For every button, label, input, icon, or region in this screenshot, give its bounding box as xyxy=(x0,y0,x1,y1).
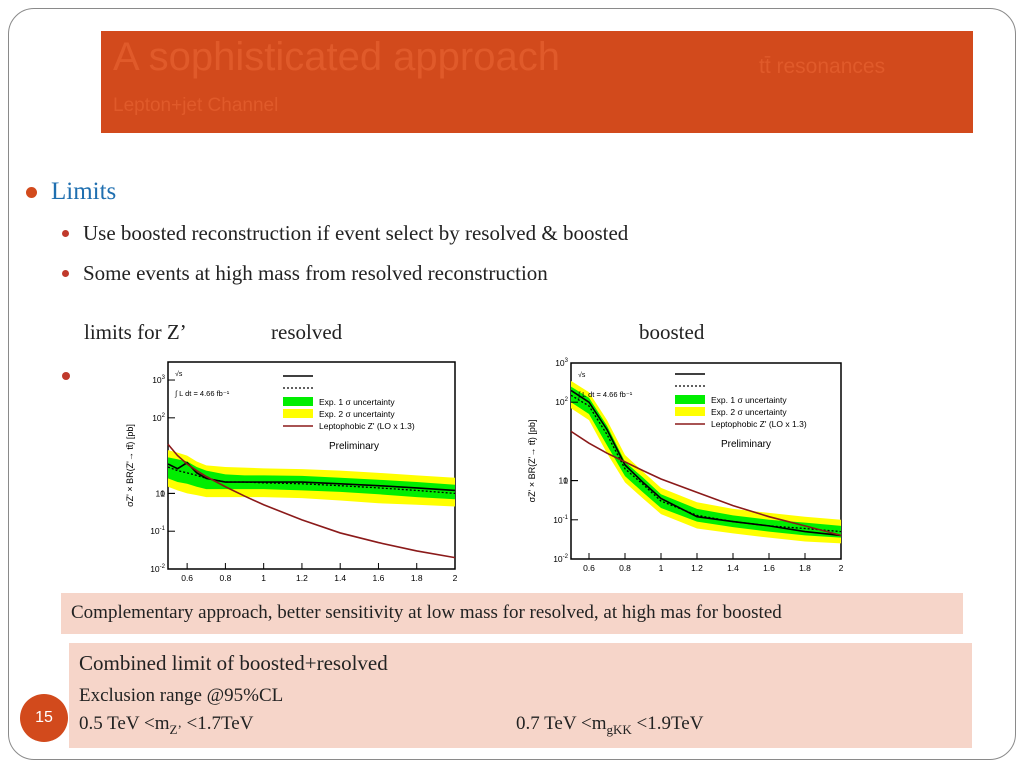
x-tick-label: 0.8 xyxy=(619,563,631,573)
x-tick-label: 1 xyxy=(261,573,266,583)
zprime-range-pre: 0.5 TeV <m xyxy=(79,713,170,734)
legend-swatch xyxy=(283,397,313,406)
title-bar: A sophisticated approach tt̄ resonances … xyxy=(101,31,973,133)
x-tick-label: 1.8 xyxy=(799,563,811,573)
legend-swatch xyxy=(675,395,705,404)
y-axis-label: σZ' × BR(Z'→ tt̄) [pb] xyxy=(125,424,135,507)
boosted-limit-plot: 0.6 0.8 1 1.2 1.4 1.6 1.8 2 10-2 10-1 1 10 102 103 σZ'… xyxy=(525,357,845,582)
y-axis-label: σZ' × BR(Z'→ tt̄) [pb] xyxy=(527,420,537,503)
y-tick-label: 102 xyxy=(555,397,568,407)
slide-title: A sophisticated approach xyxy=(113,35,560,79)
bullet-text: Some events at high mass from resolved r… xyxy=(83,261,548,285)
complementary-text: Complementary approach, better sensitivi… xyxy=(71,602,782,623)
zprime-range-post: <1.7TeV xyxy=(181,713,254,734)
y-tick-label: 103 xyxy=(555,358,568,368)
bullet-dot-icon xyxy=(62,230,69,237)
bullet-dot-icon xyxy=(26,186,37,198)
gkk-range-pre: 0.7 TeV <m xyxy=(516,713,607,734)
boosted-limit-svg: 0.6 0.8 1 1.2 1.4 1.6 1.8 210-210-1110102103σZ'… xyxy=(527,358,844,573)
x-tick-label: 2 xyxy=(453,573,458,583)
resolved-limit-svg: 0.6 0.8 1 1.2 1.4 1.6 1.8 210-210-1110102103σZ'… xyxy=(125,361,458,583)
complementary-box: Complementary approach, better sensitivi… xyxy=(61,593,963,634)
gkk-range: 0.7 TeV <mgKK <1.9TeV xyxy=(516,713,703,738)
preliminary-label: Preliminary xyxy=(721,439,771,450)
sqrt-s-annotation: √s xyxy=(175,370,183,378)
y-tick-label: 102 xyxy=(152,413,165,423)
exclusion-range-label: Exclusion range @95%CL xyxy=(79,685,284,706)
bullet-limits-text: Limits xyxy=(51,178,117,205)
luminosity-annotation: ∫ L dt = 4.66 fb⁻¹ xyxy=(174,389,230,398)
x-tick-label: 1.2 xyxy=(296,573,308,583)
legend-swatch xyxy=(675,407,705,416)
y-tick-label: 10-2 xyxy=(553,554,568,564)
bullet-resolved: Some events at high mass from resolved r… xyxy=(62,261,548,286)
x-tick-label: 1 xyxy=(659,563,664,573)
x-tick-label: 0.6 xyxy=(583,563,595,573)
boosted-label: boosted xyxy=(639,320,705,344)
legend-entry: Leptophobic Z' (LO x 1.3) xyxy=(711,419,807,429)
x-tick-label: 1.2 xyxy=(691,563,703,573)
x-tick-label: 1.6 xyxy=(763,563,775,573)
y-tick-label: 1 xyxy=(563,476,568,486)
observed-limit-line xyxy=(570,389,842,537)
gkk-range-sub: gKK xyxy=(606,721,632,737)
limits-label: limits for Z’ xyxy=(84,320,187,344)
sqrt-s-annotation: √s xyxy=(578,371,586,379)
leptophobic-zprime-line xyxy=(167,443,456,559)
x-tick-label: 1.6 xyxy=(373,573,385,583)
bullet-dot-icon xyxy=(62,270,69,277)
x-tick-label: 0.8 xyxy=(219,573,231,583)
y-tick-label: 10 xyxy=(559,476,569,486)
zprime-range-sub: Z’ xyxy=(169,721,182,737)
x-tick-label: 0.6 xyxy=(181,573,193,583)
bullet-dot-icon xyxy=(62,372,70,380)
plot-frame xyxy=(167,361,456,570)
y-tick-label: 10-2 xyxy=(150,564,165,574)
slide-subtitle: Lepton+jet Channel xyxy=(113,95,279,116)
legend-entry: Exp. 2 σ uncertainty xyxy=(711,407,787,417)
x-tick-label: 1.4 xyxy=(727,563,739,573)
slide-title-right: tt̄ resonances xyxy=(759,55,886,78)
bullet-limits: Limits xyxy=(26,178,116,206)
resolved-label: resolved xyxy=(271,320,343,344)
legend-entry: Exp. 2 σ uncertainty xyxy=(319,409,395,419)
page-number: 15 xyxy=(20,694,68,742)
expected-limit-line xyxy=(570,394,842,533)
luminosity-annotation: ∫ L dt = 4.66 fb⁻¹ xyxy=(577,390,633,399)
y-tick-label: 10-1 xyxy=(150,526,165,536)
x-tick-label: 2 xyxy=(839,563,844,573)
combined-limit-title: Combined limit of boosted+resolved xyxy=(79,651,388,675)
preliminary-label: Preliminary xyxy=(329,441,379,452)
x-tick-label: 1.4 xyxy=(334,573,346,583)
resolved-limit-plot: 0.6 0.8 1 1.2 1.4 1.6 1.8 2 10-2 10-1 1 10 102 103 σZ'… xyxy=(123,357,459,592)
bullet-text: Use boosted reconstruction if event sele… xyxy=(83,221,629,245)
legend-entry: Exp. 1 σ uncertainty xyxy=(319,397,395,407)
y-tick-label: 10-1 xyxy=(553,515,568,525)
y-tick-label: 10 xyxy=(156,488,166,498)
x-tick-label: 1.8 xyxy=(411,573,423,583)
legend-swatch xyxy=(283,409,313,418)
observed-limit-line xyxy=(167,461,456,492)
legend-entry: Leptophobic Z' (LO x 1.3) xyxy=(319,421,415,431)
zprime-range: 0.5 TeV <mZ’ <1.7TeV xyxy=(79,713,253,738)
bullet-boosted: Use boosted reconstruction if event sele… xyxy=(62,221,628,246)
y-tick-label: 103 xyxy=(152,375,165,385)
legend-entry: Exp. 1 σ uncertainty xyxy=(711,395,787,405)
gkk-range-post: <1.9TeV xyxy=(631,713,704,734)
y-tick-label: 1 xyxy=(160,488,165,498)
slide-frame xyxy=(8,8,1016,760)
combined-limit-box: Combined limit of boosted+resolved Exclu… xyxy=(69,643,972,748)
leptophobic-zprime-line xyxy=(570,430,842,537)
expected-limit-line xyxy=(167,466,456,495)
